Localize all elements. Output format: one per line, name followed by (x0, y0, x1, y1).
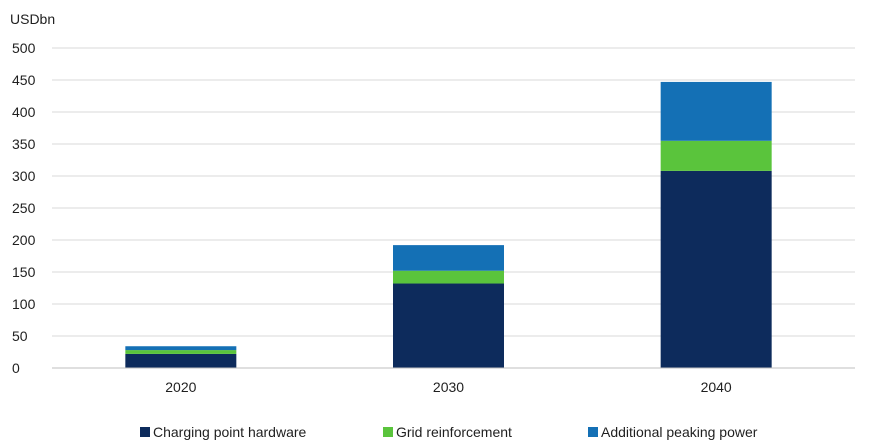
y-tick-label: 500 (12, 40, 36, 56)
y-tick-label: 250 (12, 200, 36, 216)
bar-segment (660, 140, 772, 171)
y-tick-label: 450 (12, 72, 36, 88)
bars (125, 81, 772, 368)
gridlines (52, 47, 855, 337)
bar-segment (393, 245, 504, 271)
y-axis-title: USDbn (10, 11, 55, 27)
bar-stack-2020 (125, 346, 237, 368)
y-tick-label: 50 (12, 328, 28, 344)
y-tick-label: 0 (12, 360, 20, 376)
bar-segment (393, 283, 504, 368)
legend-swatch (140, 427, 150, 437)
y-tick-label: 350 (12, 136, 36, 152)
bar-segment (125, 353, 237, 368)
legend-item: Charging point hardware (140, 424, 307, 440)
legend-label: Grid reinforcement (396, 424, 512, 440)
x-tick-label: 2030 (433, 379, 464, 395)
x-axis-ticks: 2020 2030 2040 (165, 379, 732, 395)
y-tick-label: 100 (12, 296, 36, 312)
legend-item: Additional peaking power (588, 424, 758, 440)
x-tick-label: 2020 (165, 379, 196, 395)
bar-segment (125, 350, 237, 354)
y-tick-label: 300 (12, 168, 36, 184)
bar-stack-2040 (660, 81, 772, 368)
bar-stack-2030 (393, 245, 504, 368)
legend-label: Additional peaking power (601, 424, 758, 440)
legend: Charging point hardware Grid reinforcemen… (140, 424, 758, 440)
y-axis-ticks: 0 50 100 150 200 250 300 350 400 450 500 (12, 40, 36, 376)
bar-segment (660, 170, 772, 368)
y-tick-label: 150 (12, 264, 36, 280)
legend-swatch (588, 427, 598, 437)
legend-item: Grid reinforcement (383, 424, 512, 440)
legend-label: Charging point hardware (153, 424, 307, 440)
x-tick-label: 2040 (701, 379, 732, 395)
bar-segment (125, 346, 237, 351)
legend-swatch (383, 427, 393, 437)
y-tick-label: 400 (12, 104, 36, 120)
bar-segment (660, 81, 772, 141)
bar-segment (393, 270, 504, 284)
y-tick-label: 200 (12, 232, 36, 248)
